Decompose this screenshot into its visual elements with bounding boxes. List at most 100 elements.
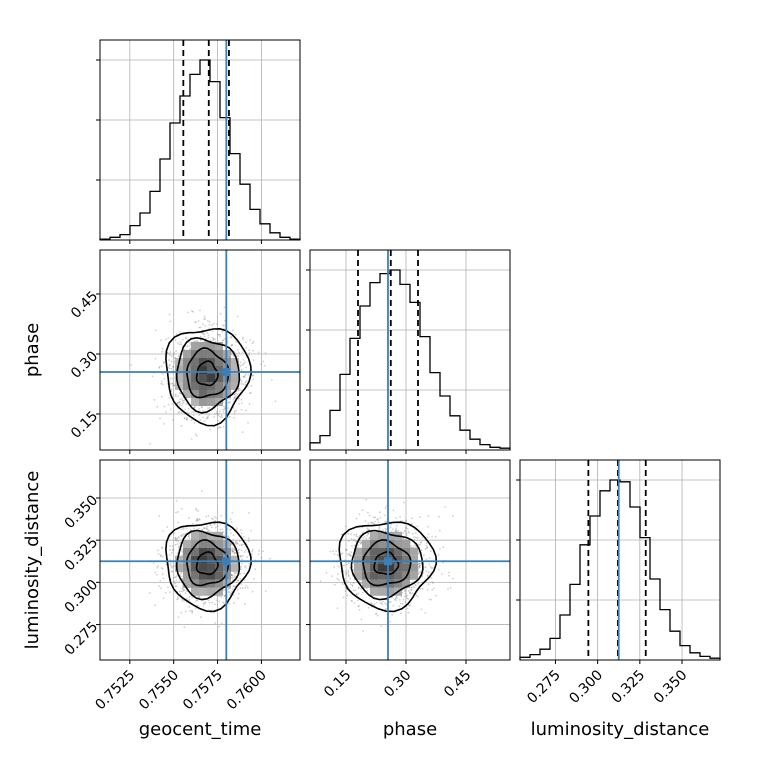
sample-point [235,352,237,355]
sample-point [182,401,185,404]
sample-point [165,411,168,414]
sample-point [230,574,233,576]
sample-point [212,518,215,520]
sample-point [186,418,188,420]
sample-point [394,530,397,532]
sample-point [359,542,362,545]
sample-point [396,524,399,527]
sample-point [211,324,214,327]
density-cell [199,342,208,350]
sample-point [262,550,264,553]
sample-point [425,544,428,547]
sample-point [217,334,220,336]
sample-point [419,544,421,546]
sample-point [229,397,231,400]
sample-point [366,534,368,537]
sample-point [163,361,166,363]
sample-point [377,521,380,524]
sample-point [425,542,428,544]
sample-point [188,537,191,540]
sample-point [202,604,205,607]
sample-point [409,546,412,548]
sample-point [240,562,243,565]
density-cell [207,342,216,350]
sample-point [171,403,174,405]
sample-point [348,540,350,542]
sample-point [167,337,170,339]
sample-point [404,592,407,595]
sample-point [236,542,239,544]
sample-point [207,336,210,339]
sample-point [197,596,200,598]
sample-point [402,598,405,601]
sample-point [248,403,251,405]
sample-point [164,591,167,594]
sample-point [240,544,243,546]
sample-point [172,576,175,579]
sample-point [407,597,410,600]
panel-frame [309,459,511,661]
sample-point [183,348,186,351]
density-cell [215,563,224,572]
sample-point [163,378,166,380]
sample-point [199,419,202,422]
sample-point [172,565,175,568]
sample-point [400,612,402,615]
sample-point [177,521,179,524]
sample-point [237,355,240,357]
sample-point [233,574,236,577]
sample-point [227,341,229,344]
panel-frame [519,459,721,661]
sample-point [358,541,361,543]
sample-point [407,589,410,592]
sample-point [193,340,196,343]
x-axis-label-luminosity_distance: luminosity_distance [531,719,710,740]
sample-point [240,402,243,404]
sample-point [198,596,201,598]
sample-point [368,514,371,517]
sample-point [360,542,363,545]
sample-point [214,526,217,529]
sample-point [160,567,163,569]
sample-point [174,585,177,588]
sample-point [418,566,421,568]
sample-point [355,540,357,543]
sample-point [159,417,161,420]
sample-point [218,412,221,415]
sample-point [156,566,159,569]
sample-point [407,530,410,533]
sample-point [174,539,177,541]
sample-point [232,550,235,552]
sample-point [194,406,196,408]
sample-point [156,405,159,408]
sample-point [233,393,236,396]
sample-point [347,532,350,535]
sample-point [207,416,210,419]
sample-point [391,614,394,616]
sample-point [171,378,174,380]
sample-point [180,611,183,614]
sample-point [417,582,419,585]
sample-point [228,591,230,594]
sample-point [171,570,174,573]
sample-point [208,529,211,532]
density-cell [199,547,208,556]
sample-point [232,593,235,596]
density-cell [231,374,240,382]
density-cell [370,531,378,540]
sample-point [232,547,235,550]
density-cell [215,539,224,548]
sample-point [248,563,251,565]
sample-point [405,532,408,535]
density-cell [354,547,362,556]
sample-point [162,373,165,375]
sample-point [358,513,361,515]
sample-point [411,532,414,535]
sample-point [191,310,194,313]
density-cell [354,563,362,572]
sample-point [204,602,206,605]
sample-point [434,535,437,538]
sample-point [186,345,189,348]
density-cell [370,579,378,588]
sample-point [410,586,413,589]
